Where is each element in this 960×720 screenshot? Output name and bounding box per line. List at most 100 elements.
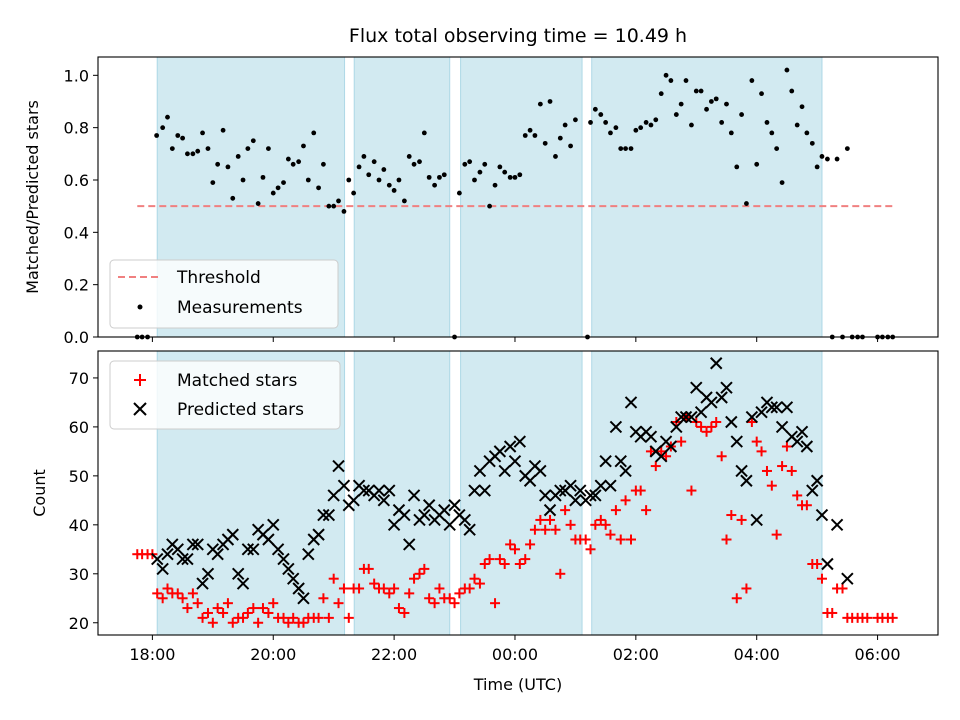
matched-star-point [887, 612, 898, 623]
matched-star-point [444, 593, 455, 604]
matched-star-point [580, 534, 591, 545]
measurement-point [774, 146, 780, 151]
predicted-star-point [498, 464, 511, 478]
matched-star-point [283, 617, 294, 628]
matched-star-point [172, 588, 183, 599]
top-y-axis-label: Matched/Predicted stars [23, 100, 42, 294]
matched-star-point [278, 612, 289, 623]
predicted-star-point [655, 450, 668, 463]
measurement-point [426, 174, 432, 180]
predicted-star-point [302, 547, 315, 561]
matched-star-point [288, 612, 299, 623]
matched-star-point [197, 612, 208, 623]
matched-star-point [550, 524, 561, 535]
measurement-point [331, 203, 337, 209]
measurement-point [844, 146, 850, 151]
measurement-point [557, 135, 563, 141]
bottom-plot-area [132, 357, 898, 628]
matched-star-point [479, 559, 490, 569]
bottom-legend-box [109, 360, 341, 430]
matched-star-point [862, 612, 873, 623]
predicted-star-point [604, 479, 617, 492]
measurement-point [764, 120, 770, 125]
measurement-point [401, 198, 407, 204]
y-tick-label: 0.6 [64, 171, 89, 190]
observing-window-band [353, 350, 451, 636]
measurement-point [472, 177, 477, 183]
y-tick-label: 1.0 [64, 66, 89, 85]
matched-star-point [711, 417, 722, 427]
matched-star-point [827, 607, 838, 618]
predicted-star-point [523, 474, 537, 487]
measurement-point [371, 159, 377, 165]
measurement-point [809, 140, 815, 146]
predicted-star-point [176, 552, 189, 566]
predicted-star-point [156, 562, 169, 576]
measurement-point [512, 174, 518, 180]
predicted-star-point [619, 464, 632, 478]
measurement-point [522, 133, 528, 138]
measurement-point [281, 180, 286, 186]
predicted-star-point [815, 508, 829, 522]
measurement-point [724, 101, 729, 107]
matched-star-point [514, 559, 525, 569]
predicted-star-point [554, 484, 567, 497]
predicted-star-point [735, 464, 748, 478]
measurement-point [719, 120, 725, 125]
matched-star-point [605, 529, 616, 540]
predicted-star-point [664, 440, 678, 453]
measurement-point [290, 161, 296, 167]
measurement-point [623, 146, 628, 151]
measurement-point [713, 96, 719, 102]
measurement-point [210, 180, 216, 186]
measurement-point [608, 130, 613, 136]
predicted-star-point [297, 592, 310, 605]
measurement-point [648, 122, 654, 128]
measurement-point [381, 167, 387, 172]
predicted-star-point [513, 435, 527, 448]
measurement-point [693, 88, 699, 94]
predicted-star-point [277, 552, 290, 566]
observing-window-band [460, 56, 583, 338]
matched-star-point [338, 583, 349, 594]
matched-star-point [363, 563, 374, 574]
measurement-point [260, 174, 266, 180]
predicted-star-point [458, 513, 472, 527]
predicted-star-point [830, 518, 844, 532]
measurement-point [255, 201, 261, 206]
matched-star-point [238, 612, 249, 623]
matched-star-point [761, 465, 772, 476]
measurement-point [708, 99, 714, 104]
x-tick-label: 06:00 [855, 645, 901, 664]
measurement-point [285, 156, 291, 162]
measurement-point [421, 130, 427, 136]
matched-star-point [393, 603, 404, 614]
y-tick-label: 60 [69, 418, 89, 437]
measurement-point [588, 120, 593, 125]
measurement-point [749, 78, 755, 83]
predicted-star-point [725, 415, 738, 429]
matched-star-point [424, 593, 435, 604]
predicted-star-point [377, 494, 391, 507]
matched-star-point [771, 529, 782, 540]
matched-star-point [419, 563, 430, 574]
measurement-point [456, 190, 462, 196]
measurement-point [592, 106, 598, 112]
y-tick-label: 30 [69, 565, 89, 584]
predicted-star-point [438, 503, 451, 517]
top-plot-area [134, 67, 896, 340]
predicted-star-point [674, 410, 688, 424]
matched-star-point [429, 598, 440, 609]
predicted-star-point [810, 474, 824, 487]
measurement-point [734, 164, 740, 170]
predicted-star-point [690, 381, 703, 394]
predicted-star-point [750, 513, 763, 527]
predicted-star-point [267, 518, 280, 532]
measurement-point [336, 198, 341, 204]
predicted-star-point [271, 543, 285, 556]
top-axes: 0.0 0.2 0.4 0.6 0.8 1.0 [64, 66, 879, 347]
measurement-point [477, 169, 483, 175]
x-tick-label: 20:00 [250, 645, 296, 664]
predicted-star-point [740, 474, 753, 487]
